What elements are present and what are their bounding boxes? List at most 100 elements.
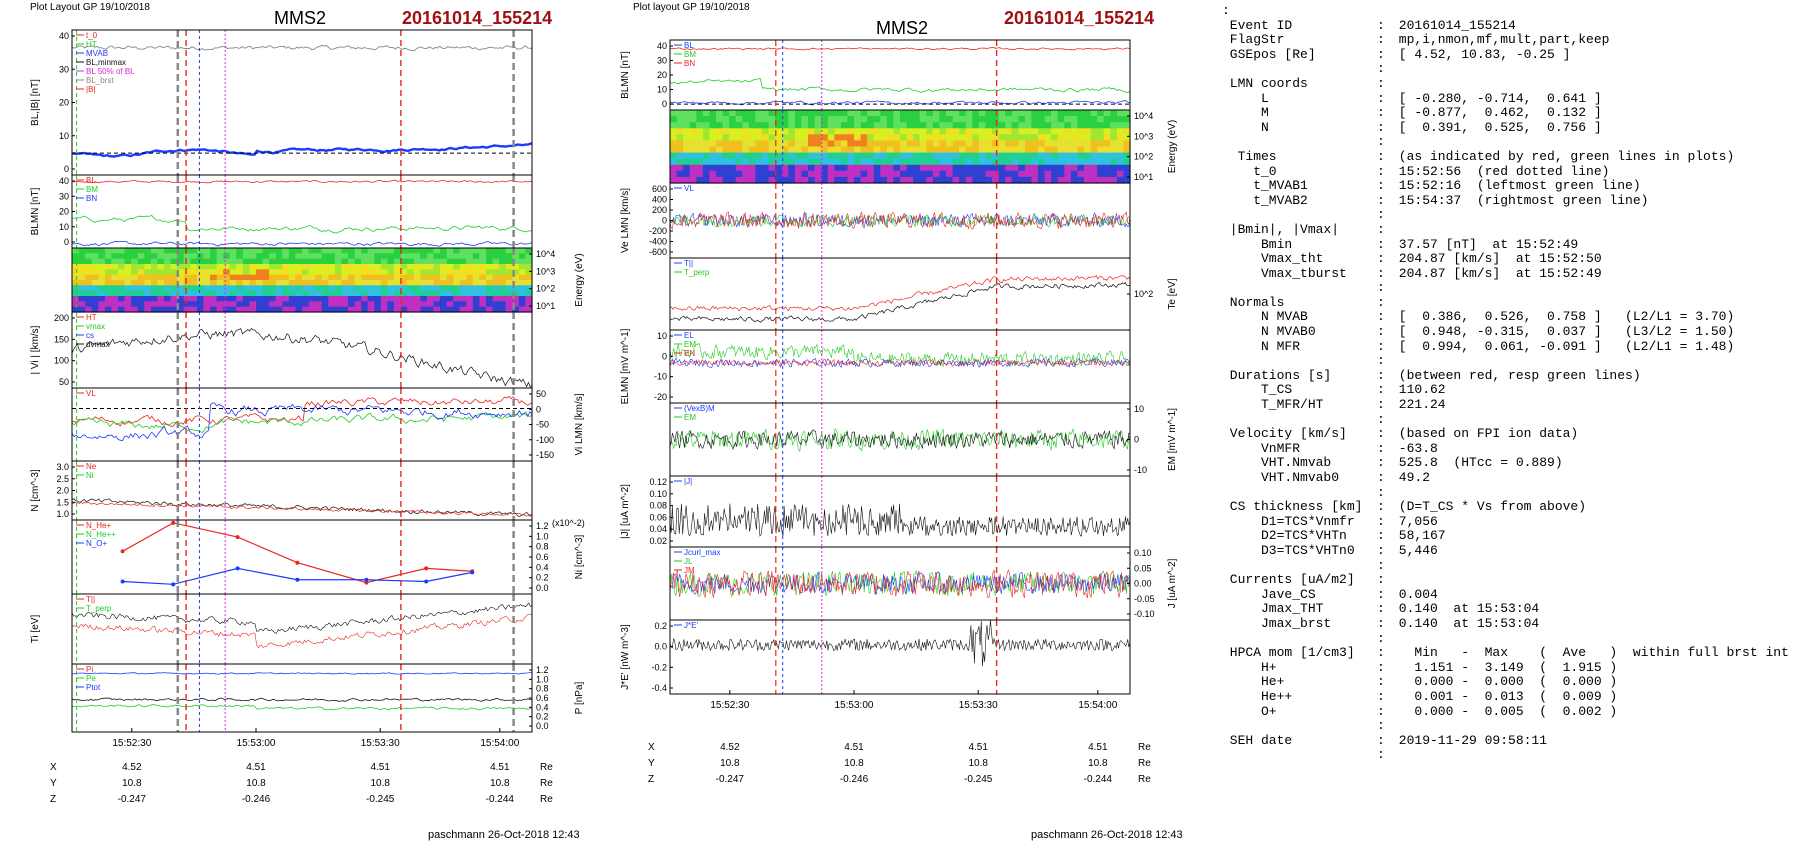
right-spectrogram-cell	[735, 170, 743, 178]
info-key: Times	[1222, 148, 1277, 164]
right-spectrogram-cell	[1031, 110, 1039, 117]
info-line: D2=TCS*VHTn: 58,167	[1222, 529, 1802, 544]
right-spectrogram-cell	[670, 128, 678, 135]
left-spectrogram-cell	[400, 269, 408, 276]
info-colon: :	[1377, 542, 1385, 558]
info-value: 0.140 at 15:53:04	[1391, 615, 1540, 631]
right-spectrogram-cell	[676, 146, 684, 154]
right-spectrogram-cell	[854, 122, 862, 129]
left-spectrogram-cell	[157, 280, 165, 286]
right-pos-label: Z	[648, 774, 654, 785]
right-spectrogram-cell	[1011, 164, 1019, 172]
left-spectrogram-cell	[131, 296, 139, 302]
left-pos-value: 4.52	[122, 762, 142, 773]
right-spectrogram-cell	[1051, 128, 1059, 135]
left-spectrogram-cell	[472, 280, 481, 286]
left-spectrogram-cell	[229, 248, 237, 254]
left-spectrogram-cell	[288, 285, 297, 292]
right-spectrogram-cell	[840, 146, 849, 154]
right-spectrogram-cell	[913, 122, 921, 129]
right-spectrogram-cell	[748, 176, 757, 184]
right-bm-series	[669, 78, 1131, 93]
right-spectrogram-cell	[735, 164, 743, 172]
right-spectrogram-cell	[762, 128, 770, 135]
left-spectrogram-cell	[361, 290, 369, 297]
info-colon: :	[1377, 265, 1385, 281]
left-spectrogram-cell	[262, 264, 270, 270]
right-spectrogram-cell	[972, 110, 980, 117]
left-spectrogram-cell	[137, 264, 145, 270]
left-spectrogram-cell	[512, 269, 520, 276]
left-spectrogram-cell	[354, 285, 362, 292]
right-spectrogram-cell	[1097, 134, 1105, 141]
right-spectrogram-cell	[1018, 164, 1026, 172]
left-vilmn-legend-entry: VL	[86, 389, 96, 398]
right-spectrogram-cell	[1031, 158, 1039, 166]
left-spectrogram-cell	[472, 258, 481, 265]
right-spectrogram-cell	[926, 140, 934, 148]
right-spectrogram-cell	[1044, 128, 1052, 135]
left-spectrogram-cell	[150, 264, 159, 270]
right-spectrogram-cell	[1031, 170, 1039, 178]
right-spectrogram-cell	[1070, 140, 1079, 148]
left-spectrogram-cell	[236, 253, 244, 260]
right-spectrogram-cell	[1051, 116, 1059, 123]
right-spectrogram-cell	[932, 110, 941, 117]
info-line: H+: 1.151 - 3.149 ( 1.915 )	[1222, 659, 1802, 676]
right-spectrogram-cell	[834, 128, 842, 135]
right-spectrogram-cell	[840, 152, 849, 160]
right-spectrogram-cell	[860, 140, 868, 148]
left-spectrogram-cell	[374, 274, 382, 281]
right-ven-series	[669, 210, 1131, 230]
left-spectrogram-cell	[308, 264, 316, 270]
left-pos-value: 10.8	[370, 778, 390, 789]
left-spectrogram-cell	[499, 258, 507, 265]
right-spectrogram-cell	[742, 170, 750, 178]
left-spectrogram-cell	[367, 253, 375, 260]
left-spectrogram-cell	[486, 248, 494, 254]
left-spectrogram-cell	[328, 290, 336, 297]
right-spectrogram-cell	[808, 116, 816, 123]
right-spectrogram-cell	[932, 122, 941, 129]
left-spectrogram-cell	[111, 280, 119, 286]
right-spectrogram-cell	[939, 116, 947, 123]
left-spectrogram-cell	[341, 306, 349, 313]
left-spectrogram-cell	[321, 258, 329, 265]
right-spectrogram-cell	[683, 146, 691, 154]
right-spectrogram-cell	[1064, 170, 1072, 178]
info-key: H+	[1222, 659, 1277, 675]
left-blmn-ytick: 10	[59, 222, 69, 232]
left-spectrogram-cell	[512, 301, 520, 308]
info-key: D1=TCS*Vnmfr	[1222, 513, 1355, 529]
left-spectrogram-cell	[361, 280, 369, 286]
left-spectrogram-cell	[453, 258, 461, 265]
right-spectrogram-cell	[886, 158, 895, 166]
right-spectrogram-cell	[755, 110, 763, 117]
left-spectrogram-cell	[91, 253, 99, 260]
right-spectrogram-cell	[978, 164, 987, 172]
left-spectrogram-cell	[354, 280, 362, 286]
right-spectrogram-cell	[748, 152, 757, 160]
left-spectrogram-cell	[170, 306, 178, 313]
left-spectrogram-cell	[256, 301, 264, 308]
right-spectrogram-cell	[1123, 152, 1131, 160]
right-spectrogram-cell	[946, 170, 954, 178]
left-spectrogram-cell	[131, 269, 139, 276]
info-line: Jave_CS: 0.004	[1222, 587, 1802, 603]
right-j-legend-entry: |J|	[684, 477, 692, 486]
left-spectrogram-cell	[479, 280, 487, 286]
right-spectrogram-cell	[932, 176, 941, 184]
right-spectrogram-cell	[1116, 122, 1125, 129]
right-spectrogram-cell	[1116, 176, 1125, 184]
left-spectrogram-cell	[512, 285, 520, 292]
left-spectrogram-cell	[137, 285, 145, 292]
left-spectrogram-cell	[295, 253, 303, 260]
left-spectrogram-cell	[407, 248, 415, 254]
left-figure-title: MMS2	[274, 8, 327, 28]
right-spectrogram-cell	[670, 176, 678, 184]
right-spectrogram-cell	[985, 152, 993, 160]
info-line: Currents [uA/m2]:	[1222, 573, 1802, 588]
left-spectrogram-cell	[288, 264, 297, 270]
